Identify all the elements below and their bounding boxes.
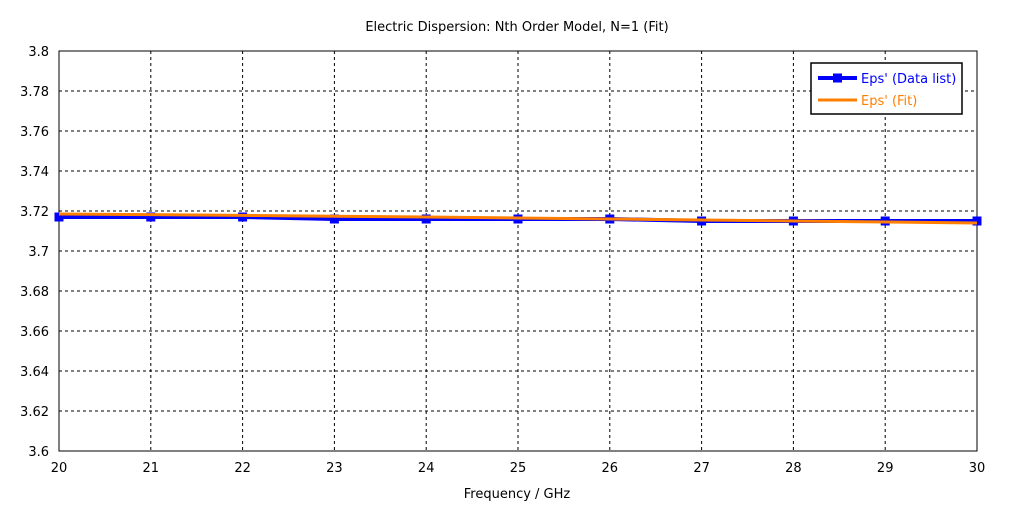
y-tick-label: 3.6 [28,445,49,460]
y-tick-label: 3.72 [20,205,49,220]
y-tick-label: 3.76 [20,125,49,140]
x-tick-label: 25 [510,461,527,476]
x-tick-label: 23 [326,461,343,476]
y-tick-label: 3.7 [28,245,49,260]
legend-label: Eps' (Fit) [861,94,917,109]
data-point-marker [329,214,339,224]
x-tick-label: 22 [234,461,251,476]
data-point-marker [146,212,156,222]
grid [59,51,977,451]
legend-box [810,62,963,115]
x-tick-label: 27 [693,461,710,476]
series-fit [58,212,978,225]
y-tick-label: 3.68 [20,285,49,300]
x-tick-label: 20 [51,461,68,476]
y-tick-label: 3.66 [20,325,49,340]
plot-frame [58,50,978,452]
x-tick-label: 29 [877,461,894,476]
x-tick-label: 21 [143,461,160,476]
legend-label: Eps' (Data list) [861,72,956,87]
y-tick-label: 3.64 [20,365,49,380]
legend: Eps' (Data list) Eps' (Fit) [810,62,963,115]
legend-marker [833,73,842,83]
data-point-marker [54,212,64,222]
data-point-marker [421,214,431,224]
x-tick-label: 26 [602,461,619,476]
series-line [58,212,978,225]
x-tick-label: 28 [785,461,802,476]
data-point-marker [238,212,248,222]
chart-title: Electric Dispersion: Nth Order Model, N=… [365,20,668,35]
y-tick-label: 3.62 [20,405,49,420]
axes: 20 21 22 23 24 25 26 27 28 29 30 3.6 3.62 3.64 3.66 3.6… [20,45,985,476]
x-tick-label: 24 [418,461,435,476]
y-tick-label: 3.78 [20,85,49,100]
x-axis-title: Frequency / GHz [464,487,571,502]
y-tick-label: 3.8 [28,45,49,60]
data-point-marker [972,216,982,226]
x-tick-label: 30 [969,461,986,476]
series-layer [54,212,982,226]
y-tick-label: 3.74 [20,165,49,180]
